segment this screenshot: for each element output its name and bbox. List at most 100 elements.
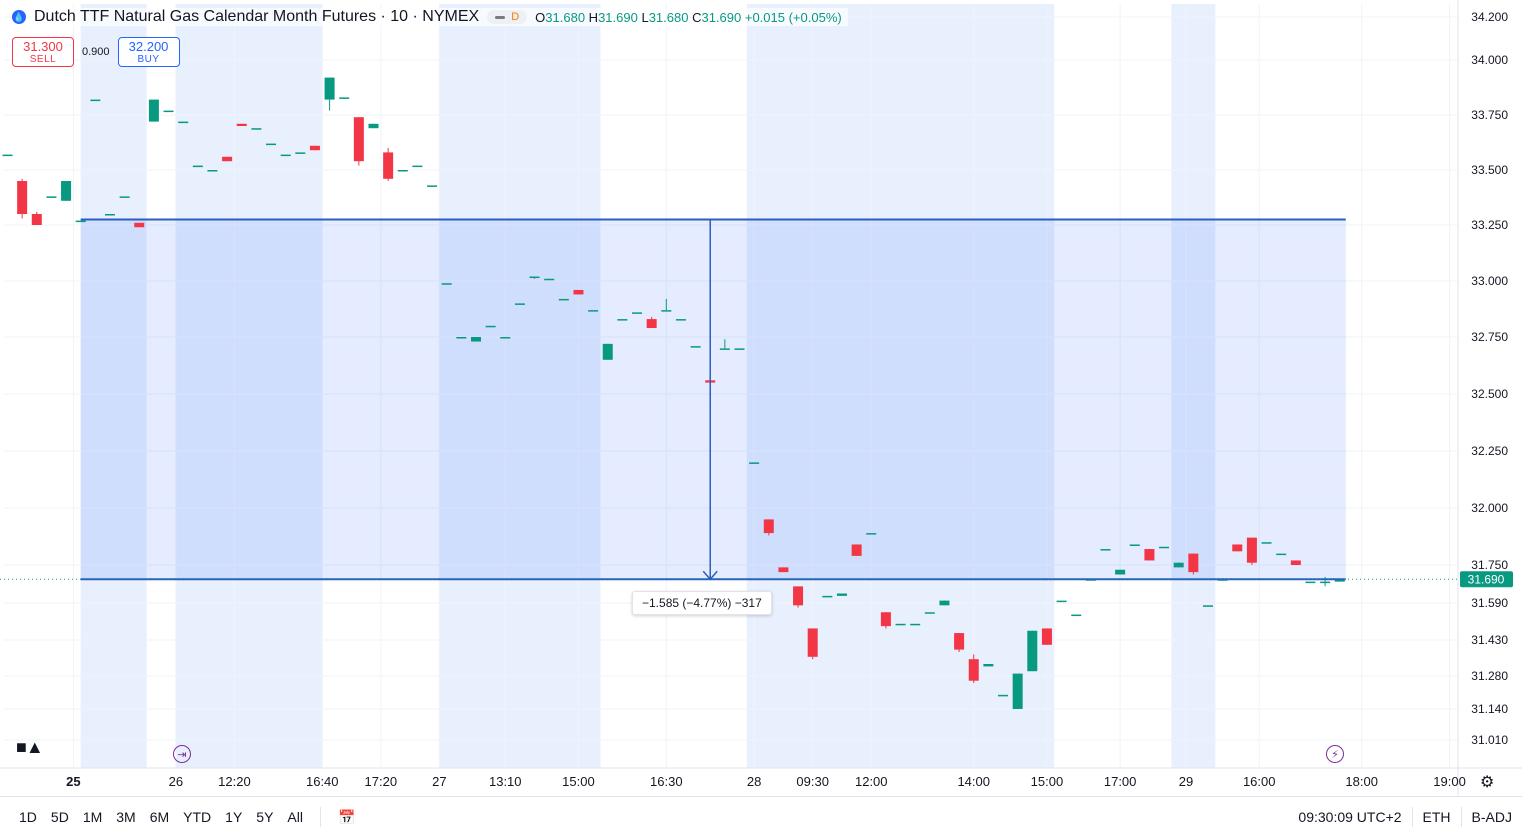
lightning-event-icon[interactable]: ⚡ bbox=[1326, 745, 1344, 763]
timeframe-5y[interactable]: 5Y bbox=[256, 809, 274, 825]
time-tick-label: 17:00 bbox=[1104, 774, 1137, 789]
candle-body bbox=[119, 196, 130, 198]
session-shade bbox=[175, 4, 323, 768]
gear-icon[interactable]: ⚙ bbox=[1480, 774, 1495, 791]
buy-button[interactable]: 32.200 BUY bbox=[117, 37, 180, 67]
data-status-badge[interactable]: D bbox=[487, 10, 528, 24]
price-tick-label: 31.140 bbox=[1471, 702, 1508, 716]
candle-body bbox=[412, 165, 423, 168]
time-tick-label: 19:00 bbox=[1433, 774, 1466, 789]
candle-body bbox=[397, 170, 408, 172]
time-tick-label: 25 bbox=[66, 774, 80, 789]
candle-body bbox=[309, 145, 320, 151]
candle-body bbox=[324, 77, 335, 100]
candle-body bbox=[588, 310, 599, 312]
ohlc-values: O31.680 H31.690 L31.680 C31.690 +0.015 (… bbox=[535, 10, 842, 25]
time-tick-label: 13:10 bbox=[489, 774, 522, 789]
candle-body bbox=[1261, 542, 1272, 544]
price-tick-label: 31.010 bbox=[1471, 733, 1508, 747]
candle-body bbox=[1276, 553, 1287, 556]
time-tick-label: 17:20 bbox=[365, 774, 398, 789]
session-shade bbox=[746, 4, 1055, 768]
candle-body bbox=[646, 319, 657, 329]
time-tick-label: 16:00 bbox=[1243, 774, 1276, 789]
low-label: L bbox=[641, 9, 649, 25]
dash-icon bbox=[495, 15, 506, 19]
price-tick-label: 32.250 bbox=[1471, 444, 1508, 458]
candle-body bbox=[353, 117, 364, 162]
candle-body bbox=[207, 170, 218, 172]
candle-body bbox=[866, 533, 877, 535]
candle-body bbox=[793, 586, 804, 606]
price-tick-label: 31.750 bbox=[1471, 558, 1508, 572]
buy-label: BUY bbox=[137, 54, 160, 65]
price-tick-label: 31.430 bbox=[1471, 633, 1508, 647]
time-tick-label: 14:00 bbox=[957, 774, 990, 789]
sell-price: 31.300 bbox=[23, 39, 63, 54]
symbol-logo-icon: 💧 bbox=[12, 10, 26, 24]
time-tick-label: 12:20 bbox=[218, 774, 251, 789]
candle-body bbox=[954, 633, 965, 650]
candle-body bbox=[339, 97, 350, 99]
candle-body bbox=[1012, 673, 1023, 709]
calendar-range-icon[interactable]: 📅 bbox=[337, 808, 356, 825]
candle-body bbox=[749, 462, 760, 464]
sell-button[interactable]: 31.300 SELL bbox=[12, 37, 74, 67]
time-tick-label: 26 bbox=[169, 774, 183, 789]
timeframe-5d[interactable]: 5D bbox=[50, 809, 69, 825]
timeframe-all[interactable]: All bbox=[287, 809, 303, 825]
candle-body bbox=[719, 348, 730, 350]
timeframe-1d[interactable]: 1D bbox=[19, 809, 37, 825]
session-break-icon[interactable]: ⇥ bbox=[173, 745, 191, 763]
candle-body bbox=[602, 343, 613, 360]
timeframe-3m[interactable]: 3M bbox=[116, 809, 136, 825]
badge-label: D bbox=[511, 11, 520, 23]
candle-body bbox=[895, 623, 906, 626]
session-shade bbox=[80, 4, 147, 768]
time-tick-label: 18:00 bbox=[1345, 774, 1378, 789]
candle-body bbox=[456, 337, 467, 339]
open-value: 31.680 bbox=[545, 9, 586, 25]
candle-body bbox=[75, 220, 86, 223]
candle-body bbox=[690, 346, 701, 348]
candle-body bbox=[1290, 560, 1301, 565]
timeframe-1y[interactable]: 1Y bbox=[225, 809, 243, 825]
toolbar-divider bbox=[1460, 807, 1462, 827]
time-tick-label: 16:30 bbox=[650, 774, 683, 789]
candle-body bbox=[427, 185, 438, 187]
low-value: 31.680 bbox=[648, 9, 689, 25]
candle-body bbox=[968, 659, 979, 681]
tradingview-logo-icon[interactable]: ■▲ bbox=[16, 737, 44, 757]
candle-body bbox=[544, 278, 555, 281]
candle-body bbox=[983, 664, 994, 667]
candle-body bbox=[1041, 628, 1052, 645]
price-tick-label: 31.280 bbox=[1471, 669, 1508, 683]
candle-body bbox=[734, 348, 745, 350]
candle-body bbox=[46, 196, 57, 198]
timeframe-1m[interactable]: 1M bbox=[82, 809, 103, 825]
candle-body bbox=[924, 612, 935, 614]
spread-value: 0.900 bbox=[82, 46, 110, 58]
symbol-legend: 💧 Dutch TTF Natural Gas Calendar Month F… bbox=[12, 8, 848, 26]
toolbar-divider bbox=[1411, 807, 1413, 827]
candle-body bbox=[514, 303, 525, 305]
current-price-label: 31.690 bbox=[1468, 572, 1505, 586]
symbol-title[interactable]: Dutch TTF Natural Gas Calendar Month Fut… bbox=[34, 8, 480, 25]
candle-body bbox=[104, 214, 115, 216]
adjustment-toggle[interactable]: B-ADJ bbox=[1471, 809, 1512, 825]
time-tick-label: 27 bbox=[432, 774, 446, 789]
clock-display[interactable]: 09:30:09 UTC+2 bbox=[1298, 809, 1402, 825]
price-tick-label: 33.000 bbox=[1471, 274, 1508, 288]
price-tick-label: 33.250 bbox=[1471, 218, 1508, 232]
price-tick-label: 33.500 bbox=[1471, 163, 1508, 177]
candle-body bbox=[61, 181, 72, 201]
candle-body bbox=[558, 298, 569, 301]
timeframe-6m[interactable]: 6M bbox=[149, 809, 170, 825]
candle-body bbox=[617, 319, 628, 321]
time-tick-label: 28 bbox=[747, 774, 761, 789]
timeframe-ytd[interactable]: YTD bbox=[183, 809, 212, 825]
session-toggle[interactable]: ETH bbox=[1422, 809, 1451, 825]
price-chart[interactable]: 34.200 34.000 33.750 33.500 33.250 33.000 32.7… bbox=[0, 0, 1522, 796]
candle-body bbox=[485, 325, 496, 328]
candle-body bbox=[1320, 581, 1331, 584]
